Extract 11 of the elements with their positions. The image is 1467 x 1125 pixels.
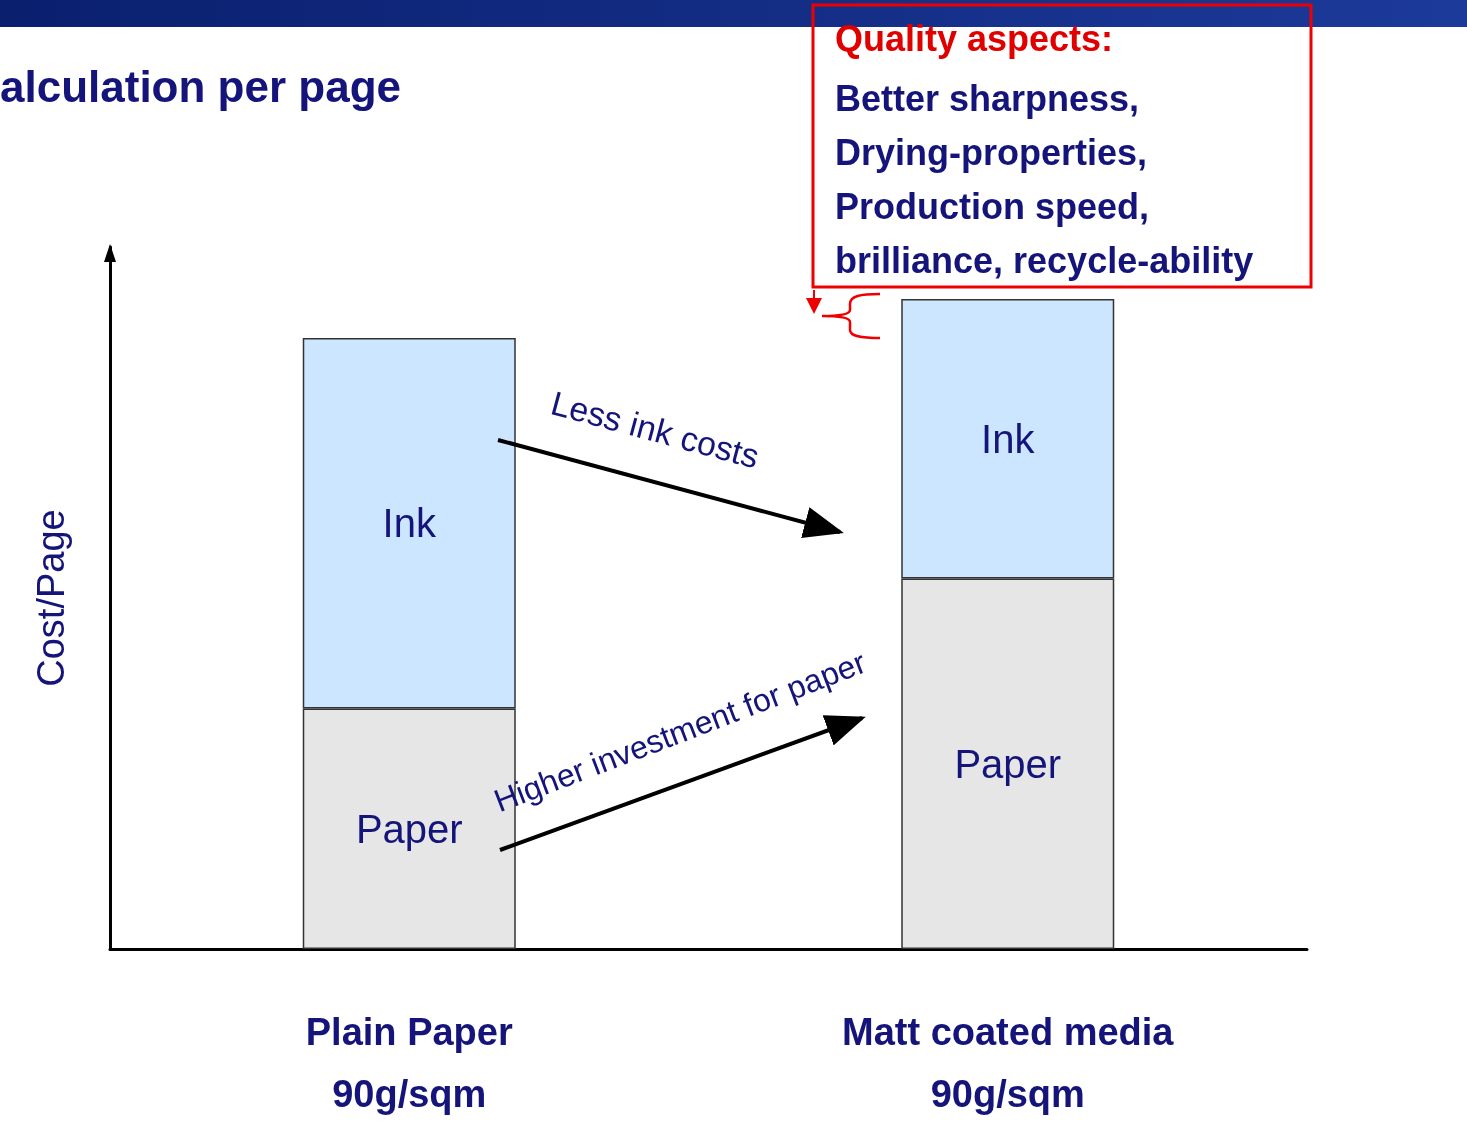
x-tick-label: Plain Paper 90g/sqm [305, 1011, 513, 1115]
chart-title: alculation per page [0, 62, 401, 112]
text: Better sharpness, Drying-properties, Production speed, brilliance, recycle-ability [835, 77, 1254, 283]
annotation: Less ink costs [546, 383, 764, 477]
text: Paper [355, 806, 463, 851]
y-axis-title: Cost/Page [30, 509, 72, 687]
series-label: Ink [981, 416, 1036, 461]
text: Ink [382, 501, 436, 546]
x-tick-label: Matt coated media 90g/sqm [841, 1011, 1175, 1115]
series-label: Paper [954, 741, 1062, 786]
text: Quality aspects: [835, 18, 1114, 60]
